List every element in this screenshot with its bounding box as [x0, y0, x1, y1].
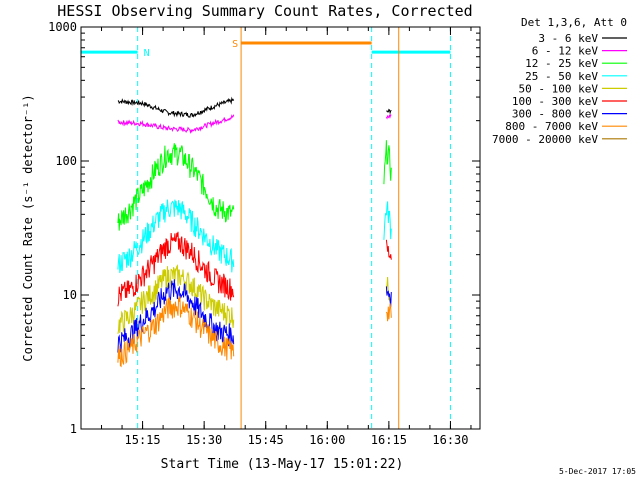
- series-line-0-segment-1: [386, 108, 392, 115]
- y-tick-label-1: 10: [63, 288, 77, 302]
- legend-label-8: 7000 - 20000 keV: [492, 133, 598, 146]
- series-line-5-segment-1: [385, 239, 392, 260]
- series-line-5-segment-0: [117, 231, 235, 307]
- x-axis-label: Start Time (13-May-17 15:01:22): [161, 457, 404, 472]
- flag-code-n: N: [144, 48, 150, 59]
- plot-area: NS: [80, 27, 451, 429]
- axes: 15:15 15:30 15:45 16:00 16:15 16:30 1 10 100 1000: [48, 20, 480, 447]
- series-line-2-segment-0: [117, 143, 235, 231]
- legend-header: Det 1,3,6, Att 0: [521, 16, 627, 29]
- legend-label-6: 300 - 800 keV: [512, 108, 598, 121]
- series-line-1-segment-0: [117, 114, 235, 134]
- legend-label-1: 6 - 12 keV: [532, 45, 599, 58]
- x-tick-label-2: 15:45: [248, 433, 284, 447]
- series-line-6-segment-0: [117, 279, 235, 353]
- legend-label-7: 800 - 7000 keV: [505, 120, 598, 133]
- series-line-7-segment-0: [117, 295, 235, 368]
- flag-code-s: S: [232, 39, 238, 50]
- x-tick-label-4: 16:15: [371, 433, 407, 447]
- legend-label-5: 100 - 300 keV: [512, 95, 598, 108]
- y-tick-label-0: 1: [70, 422, 77, 436]
- footer-timestamp: 5-Dec-2017 17:05: [559, 467, 636, 476]
- series-line-1-segment-1: [385, 114, 392, 120]
- legend-label-2: 12 - 25 keV: [525, 57, 598, 70]
- x-tick-label-1: 15:30: [186, 433, 222, 447]
- y-tick-label-2: 100: [55, 154, 77, 168]
- series-line-2-segment-1: [383, 140, 392, 185]
- x-tick-label-3: 16:00: [309, 433, 345, 447]
- legend-label-4: 50 - 100 keV: [519, 82, 599, 95]
- chart-title: HESSI Observing Summary Count Rates, Cor…: [57, 2, 472, 20]
- x-tick-label-0: 15:15: [125, 433, 161, 447]
- series-line-4-segment-0: [117, 264, 235, 334]
- series-line-7-segment-1: [385, 303, 392, 322]
- legend-label-0: 3 - 6 keV: [538, 32, 598, 45]
- plot-frame: [80, 26, 481, 430]
- x-tick-label-5: 16:30: [432, 433, 468, 447]
- series-line-0-segment-0: [117, 96, 235, 119]
- legend-label-3: 25 - 50 keV: [525, 70, 598, 83]
- y-tick-label-3: 1000: [48, 20, 77, 34]
- y-axis-label: Corrected Count Rate (s⁻¹ detector⁻¹): [21, 94, 35, 361]
- series-line-3-segment-1: [383, 201, 392, 240]
- series-line-3-segment-0: [117, 199, 235, 273]
